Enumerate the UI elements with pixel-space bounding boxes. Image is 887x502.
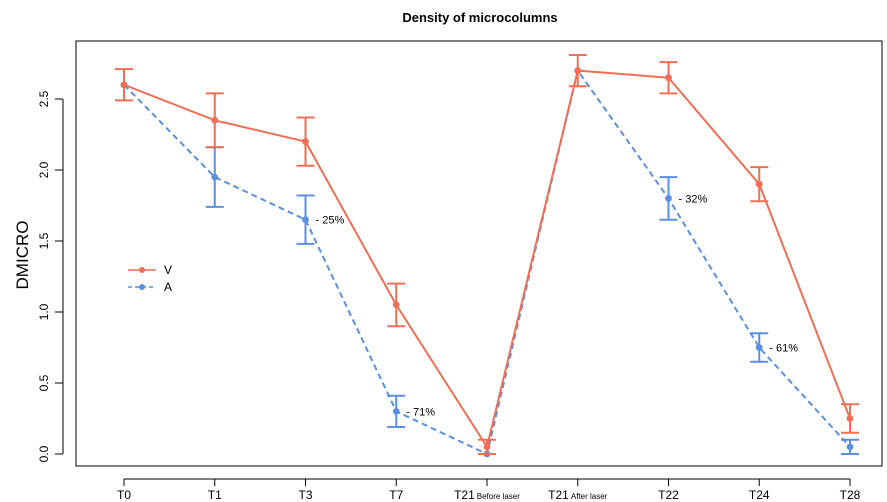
data-point bbox=[483, 443, 491, 451]
x-tick-label: T7 bbox=[389, 488, 403, 502]
data-point bbox=[846, 415, 854, 422]
y-tick-label: 2.5 bbox=[37, 90, 51, 107]
x-tick-label-sub: Before laser bbox=[477, 492, 520, 501]
data-point bbox=[392, 408, 400, 415]
series-line bbox=[123, 69, 851, 450]
data-point bbox=[574, 67, 582, 74]
data-point bbox=[665, 195, 672, 202]
data-point bbox=[665, 74, 672, 82]
series-V bbox=[115, 53, 859, 455]
data-point bbox=[392, 301, 400, 309]
series-A bbox=[120, 67, 859, 458]
x-tick-label-main: T7 bbox=[389, 488, 403, 502]
x-tick-label-main: T22 bbox=[658, 488, 679, 502]
legend: VA bbox=[128, 263, 172, 294]
legend-marker bbox=[139, 284, 145, 290]
x-tick-label: T21 After laser bbox=[548, 488, 607, 502]
x-tick-label: T1 bbox=[208, 488, 222, 502]
y-tick-label: 1.0 bbox=[37, 303, 51, 320]
x-tick-label-main: T21 bbox=[548, 488, 569, 502]
x-tick-label-main: T28 bbox=[840, 488, 861, 502]
annotation-layer: - 25% - 71% - 32% - 61% bbox=[316, 193, 799, 418]
data-point bbox=[846, 443, 854, 451]
data-point bbox=[120, 81, 128, 89]
data-point bbox=[755, 344, 763, 351]
series-line bbox=[123, 68, 851, 456]
data-point bbox=[211, 116, 219, 124]
x-tick-label-main: T21 bbox=[454, 488, 475, 502]
x-tick-label-main: T0 bbox=[117, 488, 131, 502]
x-tick-label-main: T24 bbox=[749, 488, 770, 502]
legend-label: A bbox=[164, 280, 172, 294]
x-tick-label-sub: After laser bbox=[571, 492, 608, 501]
data-point bbox=[211, 173, 219, 181]
percent-annotation: - 25% bbox=[316, 215, 345, 227]
y-tick-label: 2.0 bbox=[37, 161, 51, 178]
y-axis-label: DMICRO bbox=[13, 221, 32, 290]
y-tick-label: 1.5 bbox=[37, 232, 51, 249]
x-tick-label: T3 bbox=[298, 488, 312, 502]
percent-annotation: - 32% bbox=[679, 193, 708, 205]
x-axis: T0 T1 T3 T7 T21 Before laser T21 After laser T22… bbox=[117, 478, 861, 502]
x-tick-label: T0 bbox=[117, 488, 131, 502]
data-point bbox=[302, 138, 309, 146]
data-point bbox=[755, 180, 763, 188]
y-axis: 0.0 0.5 1.0 1.5 2.0 2.5 bbox=[37, 90, 64, 462]
x-tick-label-main: T3 bbox=[298, 488, 312, 502]
series-layer bbox=[115, 53, 859, 458]
legend-marker bbox=[139, 267, 145, 273]
data-point bbox=[302, 216, 309, 224]
y-tick-label: 0.0 bbox=[37, 445, 51, 462]
percent-annotation: - 61% bbox=[769, 343, 798, 355]
x-tick-label: T24 bbox=[749, 488, 770, 502]
x-tick-label: T22 bbox=[658, 488, 679, 502]
percent-annotation: - 71% bbox=[406, 406, 435, 418]
chart-title: Density of microcolumns bbox=[402, 10, 557, 25]
plot-frame bbox=[75, 40, 883, 467]
x-tick-label-main: T1 bbox=[208, 488, 222, 502]
x-tick-label: T21 Before laser bbox=[454, 488, 520, 502]
legend-label: V bbox=[164, 263, 172, 277]
x-tick-label: T28 bbox=[840, 488, 861, 502]
y-tick-label: 0.5 bbox=[37, 374, 51, 391]
